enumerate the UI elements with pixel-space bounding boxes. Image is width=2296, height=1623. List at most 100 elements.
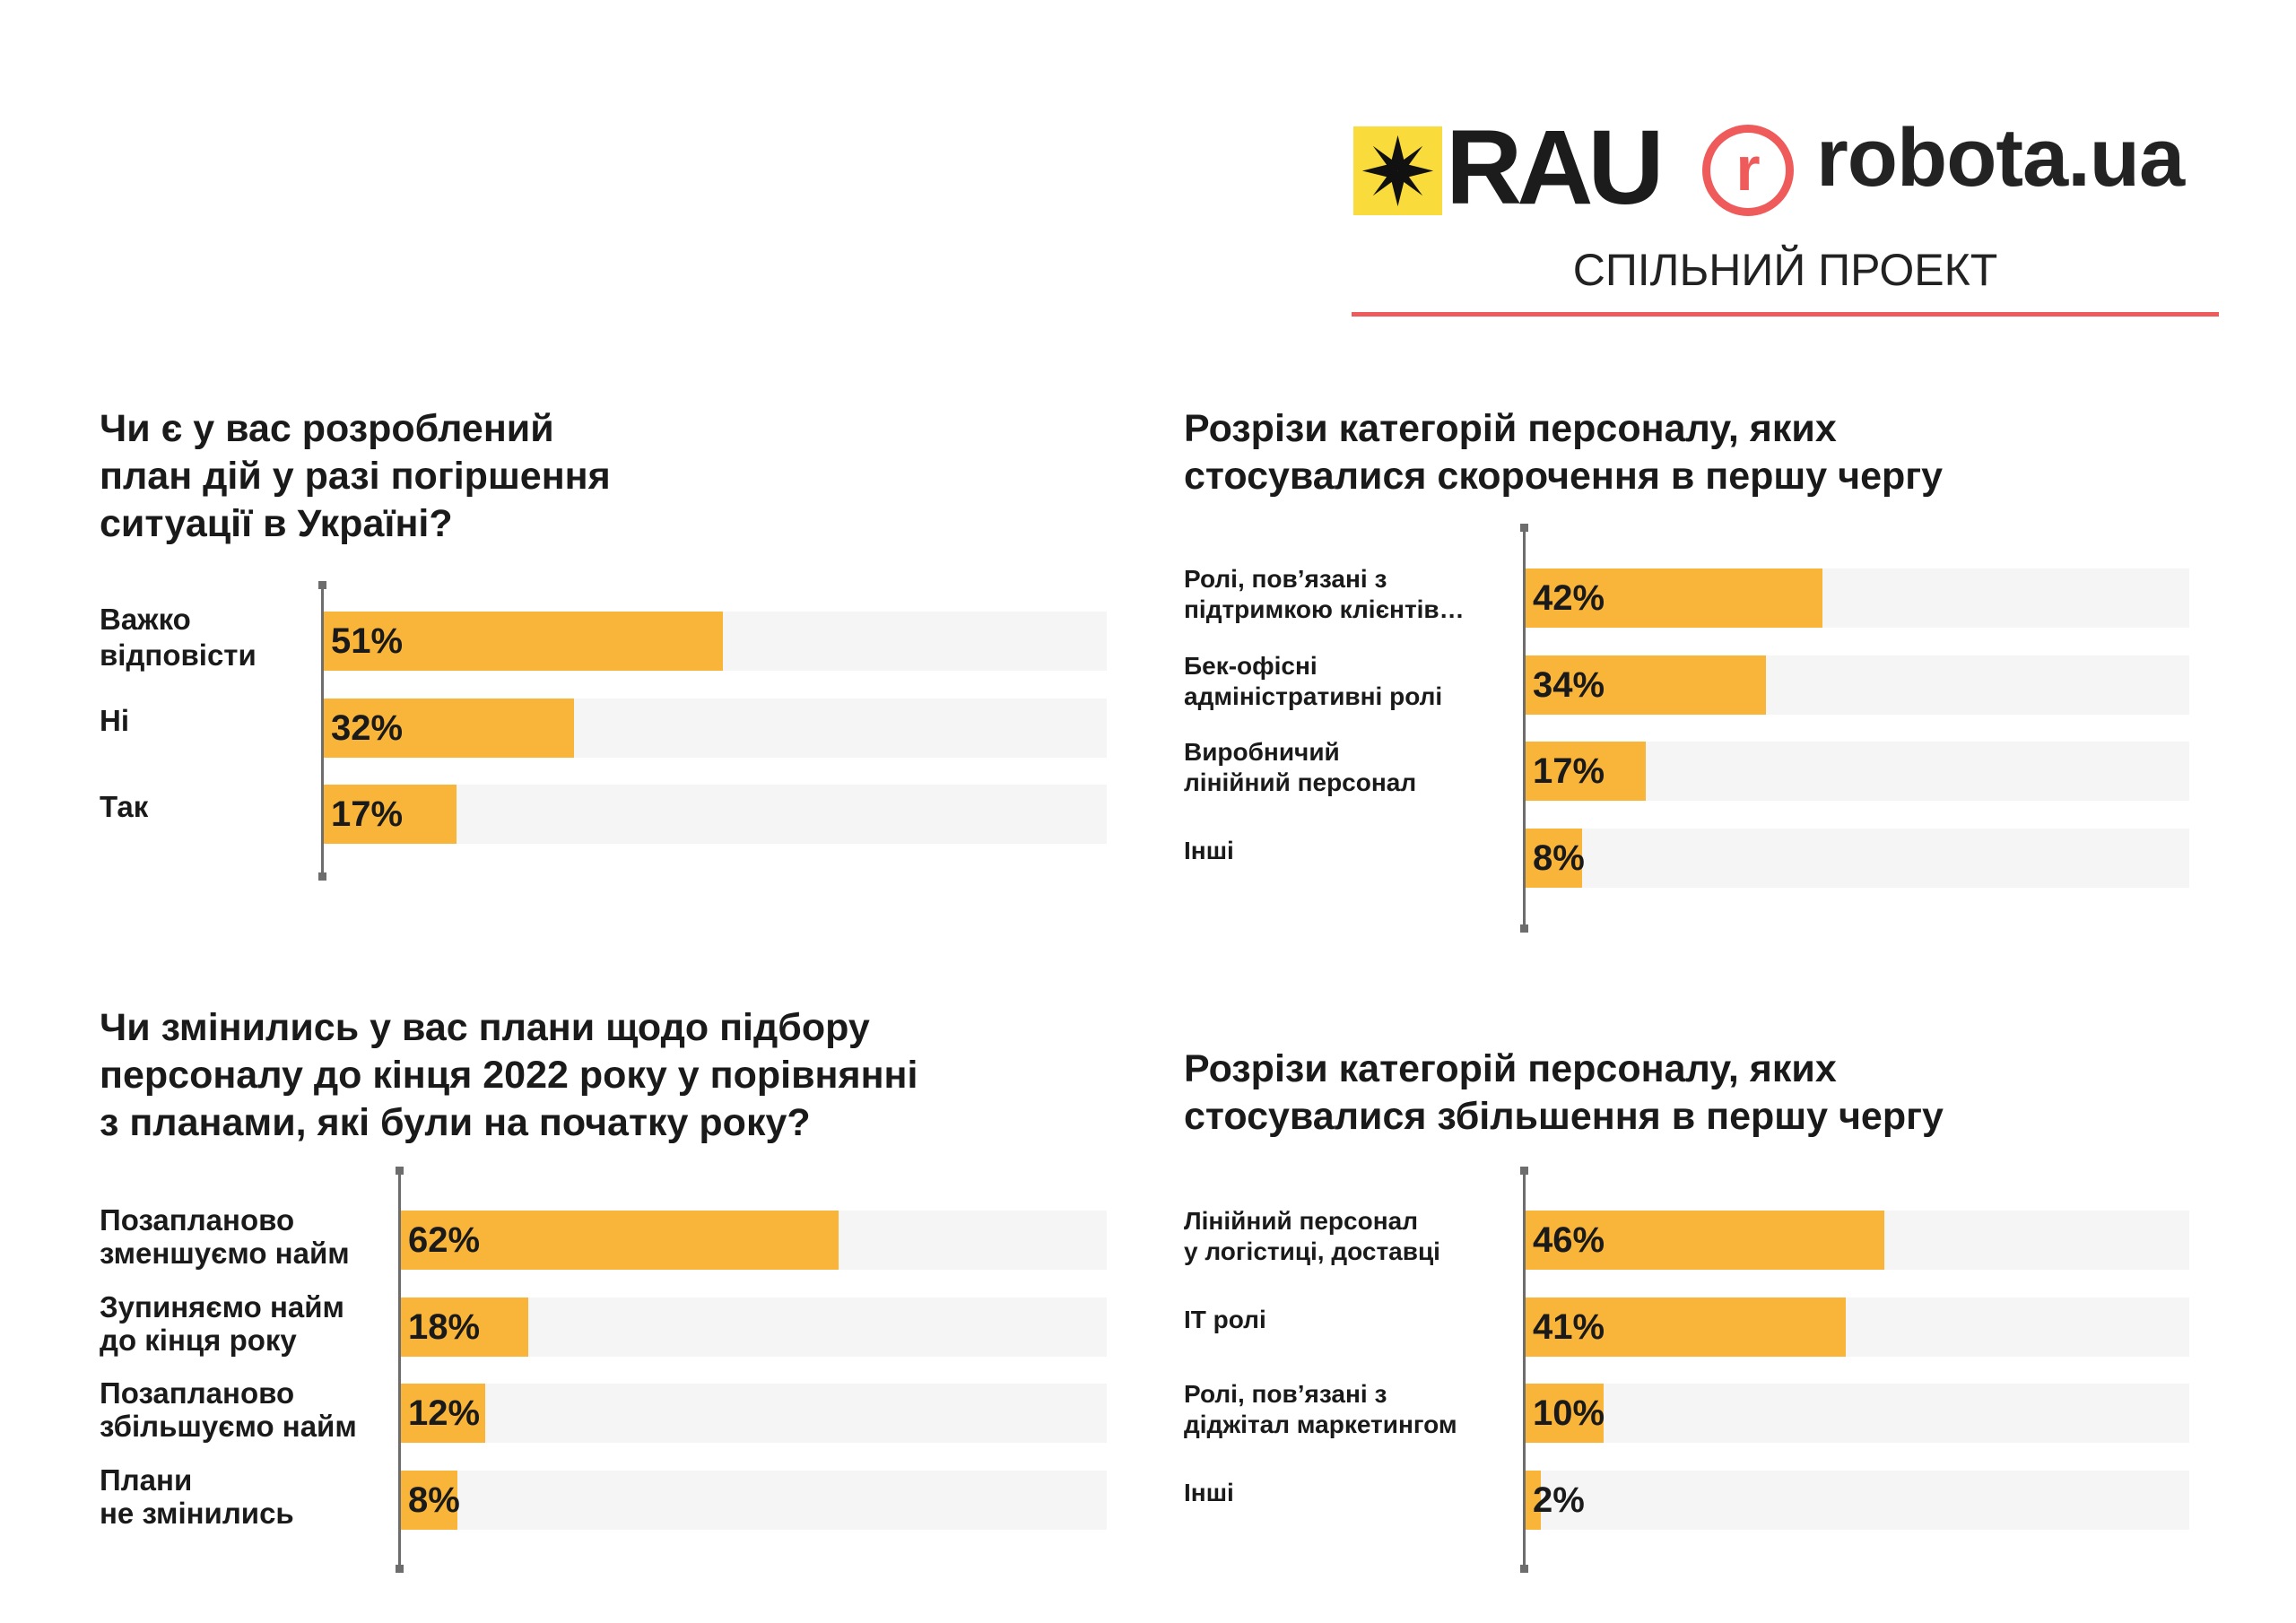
bar-value-label: 8% xyxy=(1533,838,1585,878)
chart-title-line: стосувалися скорочення в першу чергу xyxy=(1184,455,1944,498)
category-label-line: до кінця року xyxy=(100,1323,297,1357)
bar-value-label: 17% xyxy=(1533,751,1605,791)
header-divider xyxy=(1352,312,2219,317)
category-label-line: підтримкою клієнтів… xyxy=(1184,595,1465,623)
bar-value-label: 12% xyxy=(408,1393,481,1433)
bar-track xyxy=(401,1384,1107,1443)
axis-end-tick xyxy=(396,1565,404,1573)
bar-value-label: 17% xyxy=(331,794,404,834)
bar xyxy=(401,1470,457,1530)
category-label: Ролі, пов’язані з діджітал маркетингом xyxy=(1184,1379,1457,1440)
category-label: ІТ ролі xyxy=(1184,1305,1266,1335)
bar xyxy=(1526,655,1766,715)
category-label-line: Ролі, пов’язані з xyxy=(1184,565,1387,593)
bar-value-label: 46% xyxy=(1533,1220,1605,1260)
category-label-line: у логістиці, доставці xyxy=(1184,1237,1440,1265)
category-label: Позапланово збільшуємо найм xyxy=(100,1376,357,1443)
category-label: Важко відповісти xyxy=(100,602,257,673)
bar-track xyxy=(1526,1470,2189,1530)
axis-end-tick xyxy=(1520,924,1528,933)
category-label: Інші xyxy=(1184,836,1234,866)
chart-title-line: стосувалися збільшення в першу чергу xyxy=(1184,1095,1944,1138)
bar-value-label: 32% xyxy=(331,707,404,748)
axis-end-tick xyxy=(1520,1565,1528,1573)
chart-axis xyxy=(1523,527,1526,928)
category-label-line: Інші xyxy=(1184,836,1234,864)
category-label-line: Ролі, пов’язані з xyxy=(1184,1380,1387,1408)
category-label-line: Позапланово xyxy=(100,1203,295,1237)
category-label-line: Ні xyxy=(100,703,129,737)
category-label-line: не змінились xyxy=(100,1496,294,1530)
bar xyxy=(324,698,575,758)
chart-title-line: план дій у разі погіршення xyxy=(100,455,611,498)
category-label: Зупиняємо найм до кінця року xyxy=(100,1290,344,1357)
category-label-line: Позапланово xyxy=(100,1376,295,1410)
chart-title-line: ситуації в Україні? xyxy=(100,502,453,545)
category-label-line: Інші xyxy=(1184,1478,1234,1506)
bar-track xyxy=(401,1470,1107,1530)
chart-title-line: Розрізи категорій персоналу, яких xyxy=(1184,1047,1837,1090)
bar-value-label: 51% xyxy=(331,621,404,661)
category-label-line: Бек-офісні xyxy=(1184,651,1318,680)
star-ornament-icon xyxy=(1361,135,1434,207)
chart-title: Чи змінились у вас плани щодо підбору пер… xyxy=(100,1004,918,1147)
category-label-line: лінійний персонал xyxy=(1184,768,1417,796)
rau-logo-mark xyxy=(1353,126,1442,215)
category-label: Ролі, пов’язані з підтримкою клієнтів… xyxy=(1184,564,1465,625)
rau-logo-text: RAU xyxy=(1446,108,1665,227)
axis-end-tick xyxy=(1520,524,1528,532)
chart-title-line: Розрізи категорій персоналу, яких xyxy=(1184,407,1837,450)
bar-value-label: 42% xyxy=(1533,578,1605,618)
category-label-line: Зупиняємо найм xyxy=(100,1289,344,1324)
bar xyxy=(1526,1470,1542,1530)
bar xyxy=(1526,828,1582,888)
category-label: Інші xyxy=(1184,1478,1234,1508)
bar xyxy=(401,1297,528,1357)
bar xyxy=(1526,1297,1846,1357)
category-label: Плани не змінились xyxy=(100,1463,294,1530)
category-label-line: діджітал маркетингом xyxy=(1184,1410,1457,1438)
chart-title-line: з планами, які були на початку року? xyxy=(100,1101,811,1144)
axis-end-tick xyxy=(318,581,326,589)
bar xyxy=(401,1384,486,1443)
category-label: Ні xyxy=(100,703,129,739)
axis-end-tick xyxy=(318,872,326,881)
category-label: Лінійний персонал у логістиці, доставці xyxy=(1184,1206,1440,1267)
category-label: Позапланово зменшуємо найм xyxy=(100,1203,350,1270)
axis-end-tick xyxy=(1520,1167,1528,1175)
bar xyxy=(1526,1384,1605,1443)
category-label-line: Лінійний персонал xyxy=(1184,1207,1418,1235)
bar xyxy=(324,785,457,844)
robota-logo-mark: r xyxy=(1702,125,1794,216)
category-label-line: Плани xyxy=(100,1462,193,1497)
chart-axis xyxy=(321,585,324,876)
bar-value-label: 8% xyxy=(408,1480,460,1520)
category-label-line: ІТ ролі xyxy=(1184,1305,1266,1333)
category-label-line: відповісти xyxy=(100,638,257,672)
bar-value-label: 2% xyxy=(1533,1480,1585,1520)
chart-axis xyxy=(398,1170,401,1568)
bar xyxy=(1526,568,1822,628)
bar xyxy=(1526,1211,1885,1270)
bar-track xyxy=(1526,828,2189,888)
bar xyxy=(324,612,724,671)
chart-axis xyxy=(1523,1170,1526,1568)
bar-value-label: 41% xyxy=(1533,1306,1605,1347)
category-label-line: збільшуємо найм xyxy=(100,1410,357,1443)
bar xyxy=(401,1211,839,1270)
category-label: Бек-офісні адміністративні ролі xyxy=(1184,651,1442,712)
bar-value-label: 10% xyxy=(1533,1393,1605,1433)
category-label-line: Важко xyxy=(100,603,191,636)
bar-value-label: 62% xyxy=(408,1220,481,1260)
chart-title-line: персоналу до кінця 2022 року у порівнянн… xyxy=(100,1054,918,1097)
category-label-line: адміністративні ролі xyxy=(1184,681,1443,710)
chart-title: Розрізи категорій персоналу, яких стосува… xyxy=(1184,405,1943,500)
robota-logo-text: robota.ua xyxy=(1816,112,2185,204)
chart-title-line: Чи змінились у вас плани щодо підбору xyxy=(100,1006,870,1049)
chart-title-line: Чи є у вас розроблений xyxy=(100,407,554,450)
bar-value-label: 18% xyxy=(408,1306,481,1347)
category-label: Виробничий лінійний персонал xyxy=(1184,737,1416,798)
category-label-line: Виробничий xyxy=(1184,738,1340,766)
category-label-line: Так xyxy=(100,790,149,823)
axis-end-tick xyxy=(396,1167,404,1175)
